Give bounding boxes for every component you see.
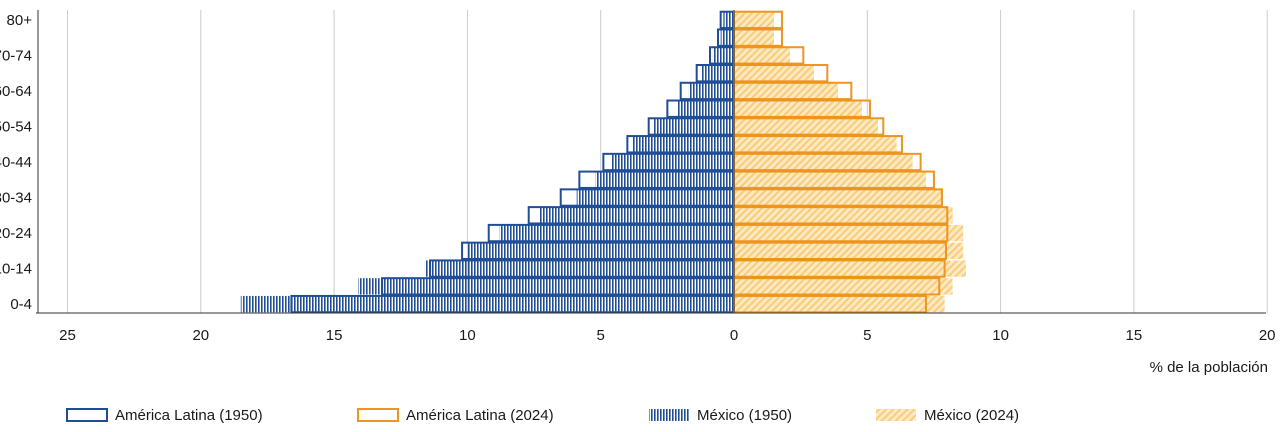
y-tick-label: 80+	[7, 12, 33, 29]
bar-mexico-1950	[720, 29, 734, 46]
bar-mexico-1950	[702, 65, 734, 82]
x-tick-label: 15	[1126, 327, 1143, 344]
bar-mexico-1950	[688, 82, 734, 100]
legend-swatch	[876, 409, 916, 421]
legend-label: América Latina (2024)	[406, 407, 554, 424]
bar-mexico-2024	[734, 136, 897, 153]
x-axis-title: % de la población	[1150, 359, 1268, 376]
bar-mexico-2024	[734, 242, 964, 259]
mexico-bars	[240, 11, 966, 313]
bar-mexico-1950	[654, 118, 734, 135]
y-tick-label: 20-24	[0, 225, 32, 242]
legend-swatch	[66, 408, 108, 422]
bar-mexico-1950	[240, 295, 735, 313]
y-tick-label: 10-14	[0, 261, 32, 278]
bar-mexico-2024	[734, 29, 774, 46]
x-tick-label: 5	[863, 327, 871, 344]
x-tick-label: 20	[192, 327, 209, 344]
bar-mexico-1950	[576, 189, 734, 206]
y-tick-label: 50-54	[0, 118, 32, 135]
x-tick-label: 25	[59, 327, 76, 344]
legend-label: México (2024)	[924, 407, 1019, 424]
bar-mexico-2024	[734, 278, 953, 295]
bar-mexico-1950	[723, 11, 734, 29]
bar-mexico-2024	[734, 65, 814, 82]
legend-swatch	[357, 408, 399, 422]
legend-label: América Latina (1950)	[115, 407, 263, 424]
y-tick-label: 40-44	[0, 154, 32, 171]
axes	[36, 10, 1266, 314]
bar-mexico-2024	[734, 171, 926, 188]
bar-mexico-2024	[734, 295, 945, 313]
bar-mexico-1950	[712, 47, 734, 64]
bar-mexico-1950	[499, 224, 734, 242]
bar-mexico-1950	[467, 242, 734, 259]
bar-mexico-1950	[611, 153, 734, 171]
bar-mexico-2024	[734, 11, 774, 29]
bar-mexico-2024	[734, 47, 790, 64]
bar-mexico-2024	[734, 100, 862, 117]
y-tick-label: 60-64	[0, 83, 32, 100]
y-tick-label: 30-34	[0, 190, 32, 207]
x-axis-labels: 25 20 15 10 5 0 5 10 15 20	[59, 327, 1275, 344]
y-tick-label: 0-4	[10, 296, 32, 313]
legend-swatch	[649, 409, 689, 421]
bar-mexico-1950	[424, 260, 734, 277]
bar-mexico-1950	[678, 100, 734, 117]
bar-mexico-2024	[734, 82, 838, 100]
bar-mexico-2024	[734, 224, 964, 242]
x-tick-label: 15	[326, 327, 343, 344]
x-tick-label: 10	[992, 327, 1009, 344]
bar-mexico-2024	[734, 153, 913, 171]
bar-mexico-1950	[632, 136, 734, 153]
bar-mexico-1950	[595, 171, 734, 188]
bar-mexico-1950	[358, 278, 734, 295]
y-tick-label: 70-74	[0, 47, 32, 64]
bar-mexico-2024	[734, 207, 953, 224]
x-tick-label: 20	[1259, 327, 1276, 344]
x-tick-label: 10	[459, 327, 476, 344]
bar-mexico-1950	[539, 207, 734, 224]
bar-mexico-2024	[734, 118, 878, 135]
legend: América Latina (1950) América Latina (202…	[66, 407, 1019, 424]
x-tick-label: 0	[730, 327, 738, 344]
y-axis-labels: 0-4 10-14 20-24 30-34 40-44 50-54 60-64 70-74 80…	[0, 12, 32, 313]
bar-mexico-2024	[734, 189, 942, 206]
legend-label: México (1950)	[697, 407, 792, 424]
bar-mexico-2024	[734, 260, 966, 277]
x-tick-label: 5	[597, 327, 605, 344]
